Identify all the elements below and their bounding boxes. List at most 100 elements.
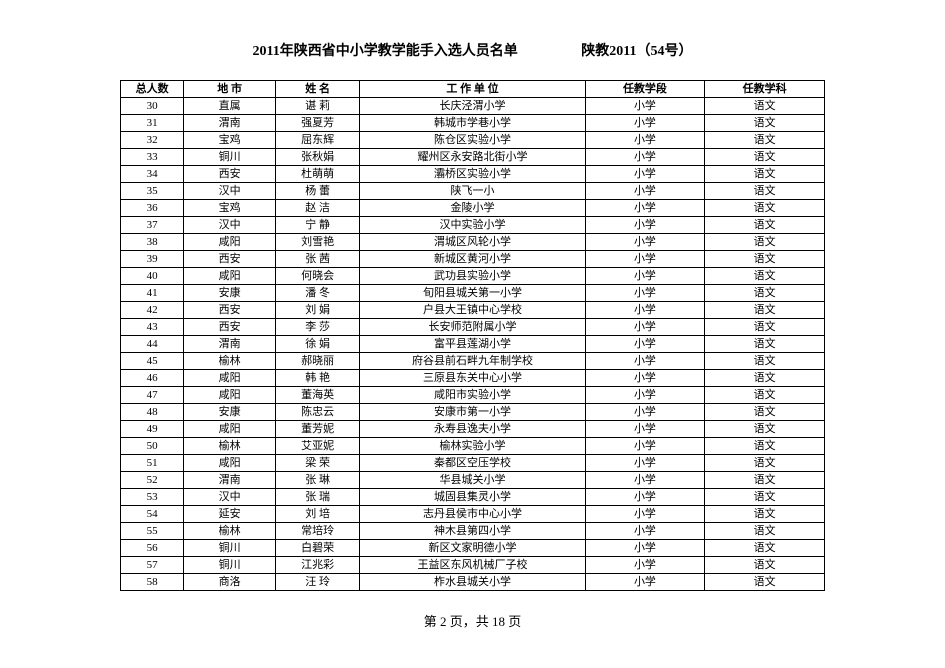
table-cell: 白碧荣 bbox=[275, 540, 359, 557]
table-cell: 语文 bbox=[705, 166, 825, 183]
table-cell: 杨 蕾 bbox=[275, 183, 359, 200]
table-row: 45榆林郝晓丽府谷县前石畔九年制学校小学语文 bbox=[121, 353, 825, 370]
table-cell: 35 bbox=[121, 183, 184, 200]
table-cell: 语文 bbox=[705, 523, 825, 540]
table-row: 34西安杜萌萌灞桥区实验小学小学语文 bbox=[121, 166, 825, 183]
table-cell: 汪 玲 bbox=[275, 574, 359, 591]
table-cell: 新城区黄河小学 bbox=[360, 251, 585, 268]
table-cell: 潘 冬 bbox=[275, 285, 359, 302]
table-cell: 31 bbox=[121, 115, 184, 132]
table-cell: 张秋娟 bbox=[275, 149, 359, 166]
table-row: 41安康潘 冬旬阳县城关第一小学小学语文 bbox=[121, 285, 825, 302]
table-cell: 语文 bbox=[705, 540, 825, 557]
table-cell: 语文 bbox=[705, 98, 825, 115]
table-cell: 30 bbox=[121, 98, 184, 115]
table-cell: 长庆泾渭小学 bbox=[360, 98, 585, 115]
table-cell: 何晓会 bbox=[275, 268, 359, 285]
table-cell: 渭南 bbox=[184, 336, 276, 353]
table-cell: 咸阳 bbox=[184, 268, 276, 285]
table-cell: 语文 bbox=[705, 574, 825, 591]
table-cell: 小学 bbox=[585, 234, 705, 251]
table-cell: 华县城关小学 bbox=[360, 472, 585, 489]
table-cell: 梁 荣 bbox=[275, 455, 359, 472]
table-header-row: 总人数地 市姓 名工 作 单 位任教学段任教学科 bbox=[121, 81, 825, 98]
table-cell: 小学 bbox=[585, 489, 705, 506]
table-cell: 小学 bbox=[585, 540, 705, 557]
table-col-header: 任教学段 bbox=[585, 81, 705, 98]
table-cell: 语文 bbox=[705, 251, 825, 268]
table-cell: 语文 bbox=[705, 370, 825, 387]
table-cell: 小学 bbox=[585, 404, 705, 421]
table-row: 43西安李 莎长安师范附属小学小学语文 bbox=[121, 319, 825, 336]
table-cell: 小学 bbox=[585, 387, 705, 404]
table-cell: 刘 娟 bbox=[275, 302, 359, 319]
table-cell: 47 bbox=[121, 387, 184, 404]
table-cell: 语文 bbox=[705, 472, 825, 489]
table-header: 总人数地 市姓 名工 作 单 位任教学段任教学科 bbox=[121, 81, 825, 98]
table-cell: 郝晓丽 bbox=[275, 353, 359, 370]
table-cell: 语文 bbox=[705, 387, 825, 404]
table-col-header: 任教学科 bbox=[705, 81, 825, 98]
table-cell: 刘 培 bbox=[275, 506, 359, 523]
table-row: 40咸阳何晓会武功县实验小学小学语文 bbox=[121, 268, 825, 285]
table-cell: 榆林 bbox=[184, 438, 276, 455]
table-cell: 咸阳 bbox=[184, 387, 276, 404]
table-cell: 西安 bbox=[184, 302, 276, 319]
table-cell: 小学 bbox=[585, 438, 705, 455]
table-cell: 小学 bbox=[585, 574, 705, 591]
table-row: 38咸阳刘雪艳渭城区风轮小学小学语文 bbox=[121, 234, 825, 251]
table-row: 37汉中宁 静汉中实验小学小学语文 bbox=[121, 217, 825, 234]
table-cell: 52 bbox=[121, 472, 184, 489]
table-cell: 小学 bbox=[585, 336, 705, 353]
table-cell: 43 bbox=[121, 319, 184, 336]
table-cell: 小学 bbox=[585, 302, 705, 319]
table-cell: 34 bbox=[121, 166, 184, 183]
table-cell: 58 bbox=[121, 574, 184, 591]
table-row: 42西安刘 娟户县大王镇中心学校小学语文 bbox=[121, 302, 825, 319]
table-cell: 50 bbox=[121, 438, 184, 455]
table-cell: 韩 艳 bbox=[275, 370, 359, 387]
page-title-main: 2011年陕西省中小学教学能手入选人员名单 bbox=[253, 40, 518, 60]
table-cell: 西安 bbox=[184, 319, 276, 336]
table-cell: 语文 bbox=[705, 149, 825, 166]
table-cell: 44 bbox=[121, 336, 184, 353]
table-cell: 38 bbox=[121, 234, 184, 251]
table-cell: 51 bbox=[121, 455, 184, 472]
table-cell: 铜川 bbox=[184, 540, 276, 557]
table-cell: 语文 bbox=[705, 438, 825, 455]
table-cell: 陈忠云 bbox=[275, 404, 359, 421]
table-row: 54延安刘 培志丹县侯市中心小学小学语文 bbox=[121, 506, 825, 523]
table-cell: 汉中 bbox=[184, 217, 276, 234]
table-cell: 小学 bbox=[585, 132, 705, 149]
table-row: 57铜川江兆彩王益区东风机械厂子校小学语文 bbox=[121, 557, 825, 574]
table-col-header: 总人数 bbox=[121, 81, 184, 98]
table-cell: 谌 莉 bbox=[275, 98, 359, 115]
table-cell: 咸阳 bbox=[184, 234, 276, 251]
table-cell: 语文 bbox=[705, 234, 825, 251]
table-cell: 韩城市学巷小学 bbox=[360, 115, 585, 132]
table-cell: 商洛 bbox=[184, 574, 276, 591]
table-row: 56铜川白碧荣新区文家明德小学小学语文 bbox=[121, 540, 825, 557]
table-cell: 赵 洁 bbox=[275, 200, 359, 217]
table-cell: 小学 bbox=[585, 268, 705, 285]
table-row: 36宝鸡赵 洁金陵小学小学语文 bbox=[121, 200, 825, 217]
table-cell: 富平县莲湖小学 bbox=[360, 336, 585, 353]
table-cell: 汉中实验小学 bbox=[360, 217, 585, 234]
table-row: 32宝鸡屈东辉陈仓区实验小学小学语文 bbox=[121, 132, 825, 149]
table-row: 46咸阳韩 艳三原县东关中心小学小学语文 bbox=[121, 370, 825, 387]
table-cell: 语文 bbox=[705, 268, 825, 285]
table-cell: 强夏芳 bbox=[275, 115, 359, 132]
table-cell: 小学 bbox=[585, 523, 705, 540]
table-cell: 语文 bbox=[705, 285, 825, 302]
table-cell: 杜萌萌 bbox=[275, 166, 359, 183]
table-cell: 徐 娟 bbox=[275, 336, 359, 353]
table-row: 39西安张 茜新城区黄河小学小学语文 bbox=[121, 251, 825, 268]
table-cell: 渭南 bbox=[184, 115, 276, 132]
table-cell: 语文 bbox=[705, 217, 825, 234]
table-col-header: 地 市 bbox=[184, 81, 276, 98]
table-cell: 灞桥区实验小学 bbox=[360, 166, 585, 183]
table-cell: 咸阳 bbox=[184, 455, 276, 472]
table-cell: 语文 bbox=[705, 455, 825, 472]
table-cell: 小学 bbox=[585, 285, 705, 302]
table-cell: 宝鸡 bbox=[184, 200, 276, 217]
